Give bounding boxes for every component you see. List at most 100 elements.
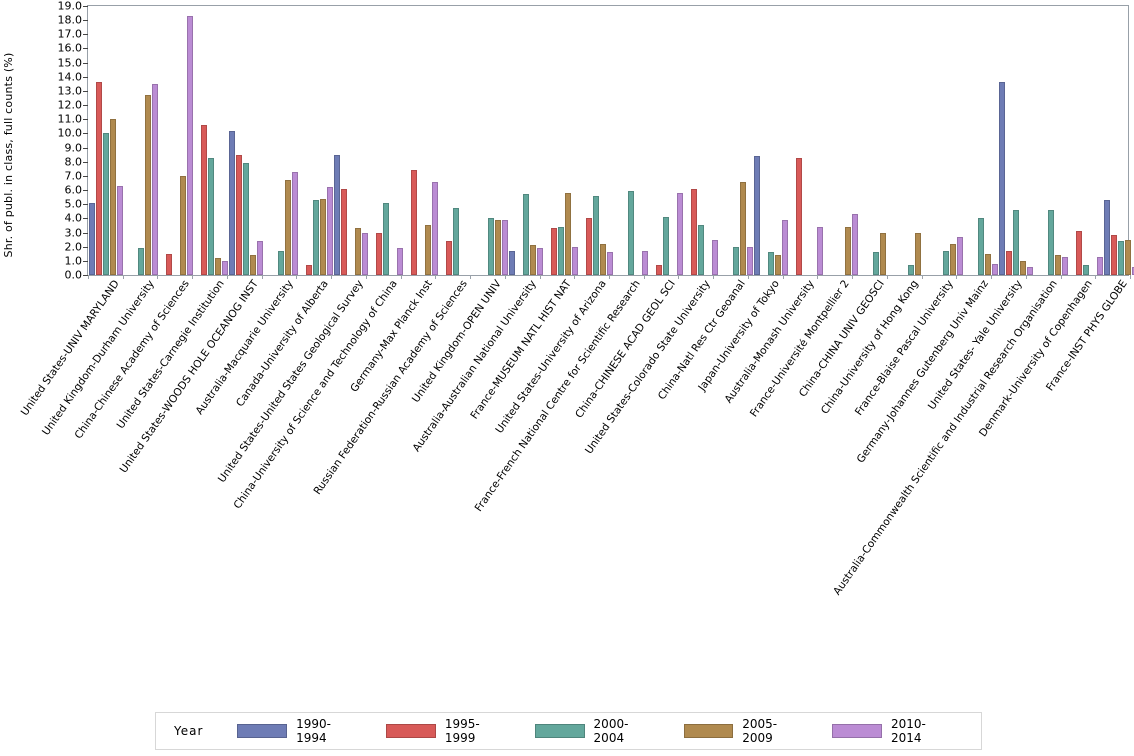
legend-entry[interactable]: 1995-1999 <box>386 717 505 745</box>
bar[interactable] <box>529 245 536 275</box>
bar[interactable] <box>102 133 109 275</box>
bar[interactable] <box>319 198 326 275</box>
bar[interactable] <box>984 253 991 275</box>
bar[interactable] <box>333 154 340 275</box>
bar-group[interactable] <box>368 6 403 275</box>
bar[interactable] <box>88 202 95 275</box>
bar[interactable] <box>655 265 662 275</box>
bar[interactable] <box>284 180 291 275</box>
bar[interactable] <box>977 218 984 275</box>
bar[interactable] <box>1026 266 1033 275</box>
bar-group[interactable] <box>473 6 508 275</box>
legend-entry[interactable]: 2010-2014 <box>832 717 951 745</box>
bar[interactable] <box>998 82 1005 275</box>
bar[interactable] <box>1103 199 1110 275</box>
bar[interactable] <box>137 248 144 275</box>
bar[interactable] <box>291 171 298 275</box>
bar[interactable] <box>774 255 781 275</box>
bar[interactable] <box>326 187 333 275</box>
bar[interactable] <box>697 225 704 275</box>
bar-group[interactable] <box>333 6 368 275</box>
bar[interactable] <box>200 124 207 275</box>
bar[interactable] <box>340 188 347 275</box>
bar[interactable] <box>508 250 515 275</box>
bar[interactable] <box>914 232 921 275</box>
bar[interactable] <box>564 192 571 275</box>
bar[interactable] <box>452 208 459 275</box>
bar[interactable] <box>942 250 949 275</box>
bar-group[interactable] <box>403 6 438 275</box>
bar[interactable] <box>1096 256 1103 275</box>
bar[interactable] <box>109 119 116 275</box>
bar[interactable] <box>1054 255 1061 275</box>
bar[interactable] <box>382 202 389 275</box>
bar[interactable] <box>1019 260 1026 275</box>
bar-group[interactable] <box>718 6 753 275</box>
bar[interactable] <box>95 82 102 275</box>
bar[interactable] <box>844 226 851 275</box>
bar[interactable] <box>1131 266 1134 275</box>
bar-group[interactable] <box>928 6 963 275</box>
bar-group[interactable] <box>88 6 123 275</box>
bar-group[interactable] <box>1103 6 1134 275</box>
bar[interactable] <box>949 243 956 275</box>
bar[interactable] <box>396 248 403 275</box>
bar[interactable] <box>592 195 599 275</box>
bar[interactable] <box>711 239 718 275</box>
bar[interactable] <box>221 260 228 275</box>
bar[interactable] <box>746 246 753 275</box>
bar[interactable] <box>144 95 151 275</box>
bar[interactable] <box>1005 250 1012 275</box>
bar[interactable] <box>165 253 172 275</box>
bar-group[interactable] <box>613 6 648 275</box>
bar[interactable] <box>599 243 606 275</box>
bar[interactable] <box>424 225 431 275</box>
bar-group[interactable] <box>578 6 613 275</box>
bar[interactable] <box>767 252 774 275</box>
bar-group[interactable] <box>438 6 473 275</box>
bar[interactable] <box>228 130 235 275</box>
bar[interactable] <box>956 236 963 275</box>
bar-group[interactable] <box>193 6 228 275</box>
bar-group[interactable] <box>788 6 823 275</box>
bar[interactable] <box>907 265 914 275</box>
bar-group[interactable] <box>823 6 858 275</box>
bar-group[interactable] <box>963 6 998 275</box>
bar[interactable] <box>186 15 193 275</box>
bar[interactable] <box>550 228 557 275</box>
bar[interactable] <box>676 192 683 275</box>
bar[interactable] <box>501 219 508 275</box>
bar[interactable] <box>1075 231 1082 275</box>
bar[interactable] <box>627 191 634 275</box>
bar[interactable] <box>781 219 788 275</box>
bar[interactable] <box>151 83 158 275</box>
bar[interactable] <box>116 185 123 275</box>
bar[interactable] <box>1110 235 1117 275</box>
bar[interactable] <box>354 228 361 275</box>
bar[interactable] <box>487 218 494 275</box>
bar[interactable] <box>1082 265 1089 275</box>
bar-group[interactable] <box>298 6 333 275</box>
bar[interactable] <box>606 252 613 275</box>
bar[interactable] <box>207 157 214 275</box>
bar[interactable] <box>179 175 186 275</box>
bar[interactable] <box>494 219 501 275</box>
bar[interactable] <box>571 246 578 275</box>
bar[interactable] <box>662 216 669 275</box>
bar-group[interactable] <box>543 6 578 275</box>
bar[interactable] <box>557 226 564 275</box>
bar[interactable] <box>410 170 417 275</box>
bar[interactable] <box>375 232 382 275</box>
bar-group[interactable] <box>893 6 928 275</box>
bar[interactable] <box>431 181 438 275</box>
bar-group[interactable] <box>683 6 718 275</box>
bar[interactable] <box>585 218 592 275</box>
bar-group[interactable] <box>1033 6 1068 275</box>
bar-group[interactable] <box>508 6 543 275</box>
legend-entry[interactable]: 2000-2004 <box>534 717 654 745</box>
bar[interactable] <box>641 250 648 275</box>
bar[interactable] <box>753 156 760 275</box>
bar-group[interactable] <box>123 6 158 275</box>
bar[interactable] <box>256 241 263 275</box>
bar[interactable] <box>1061 256 1068 275</box>
